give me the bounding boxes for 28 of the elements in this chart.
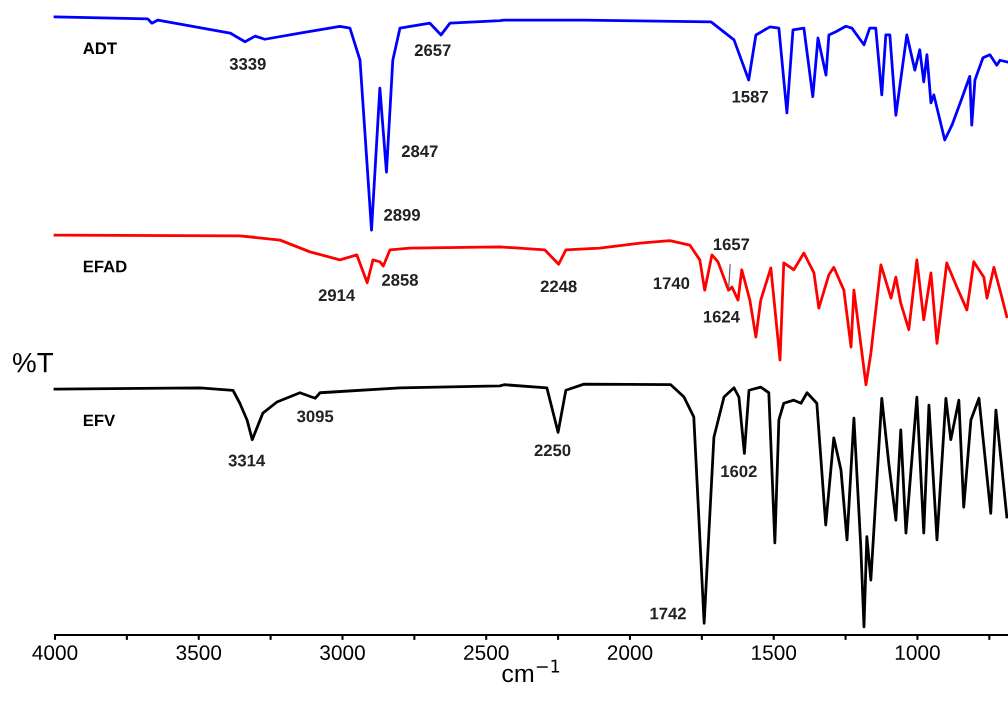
annotation: 3314 bbox=[228, 454, 266, 467]
y-axis-title: %T bbox=[12, 352, 54, 373]
x-tick-label: 1500 bbox=[752, 645, 797, 661]
annotation: 1602 bbox=[721, 465, 757, 478]
x-tick-label: 3000 bbox=[320, 645, 365, 661]
x-tick-label: 2500 bbox=[464, 645, 509, 661]
annotation: 2250 bbox=[534, 444, 571, 457]
annotation: 1624 bbox=[703, 310, 740, 323]
annotation: 2858 bbox=[382, 274, 418, 286]
x-tick-label: 2000 bbox=[607, 645, 653, 661]
annotation: 3095 bbox=[297, 410, 334, 423]
annotation: 2248 bbox=[540, 280, 577, 293]
annotation: 1657 bbox=[713, 238, 750, 251]
annotation: 2847 bbox=[401, 145, 438, 158]
series-label: ADT bbox=[83, 42, 117, 55]
annotation: 3339 bbox=[229, 58, 266, 70]
x-tick-label: 4000 bbox=[32, 645, 78, 661]
x-tick-label: 1000 bbox=[895, 645, 940, 661]
x-tick-label: 3500 bbox=[176, 645, 222, 661]
x-axis-title: cm$^{−1}$ bbox=[502, 659, 560, 683]
annotation: 1587 bbox=[732, 90, 768, 103]
series-label: EFV bbox=[83, 414, 116, 427]
series-label: EFAD bbox=[83, 260, 127, 273]
annotation: 1740 bbox=[653, 277, 690, 290]
annotation: 1742 bbox=[650, 607, 686, 620]
annotation: 2657 bbox=[414, 44, 451, 57]
annotation: 2914 bbox=[318, 289, 356, 302]
annotation: 2899 bbox=[384, 208, 420, 221]
